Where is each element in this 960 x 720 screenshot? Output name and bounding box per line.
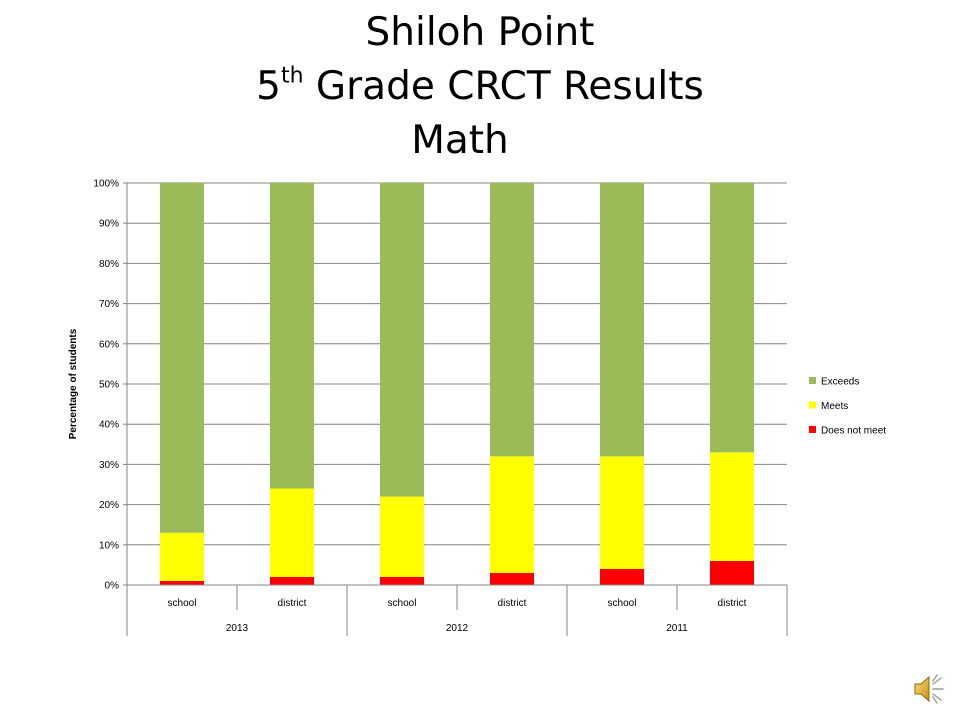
x-group-label: 2013 bbox=[226, 623, 249, 634]
x-category-label: school bbox=[608, 598, 637, 609]
y-tick-label: 100% bbox=[93, 179, 119, 190]
x-group-label: 2011 bbox=[666, 623, 688, 634]
title-line-1: Shiloh Point bbox=[365, 10, 595, 55]
y-tick-label: 40% bbox=[99, 420, 119, 431]
bar-segment bbox=[490, 572, 534, 585]
bar-segment bbox=[710, 452, 754, 561]
legend-label: Exceeds bbox=[821, 377, 859, 388]
x-category-label: district bbox=[278, 598, 307, 609]
bar-segment bbox=[270, 488, 314, 577]
title-line-2: 5th Grade CRCT Results bbox=[0, 60, 960, 114]
bar-segment bbox=[600, 456, 644, 569]
bar-segment bbox=[490, 456, 534, 573]
bar-segment bbox=[380, 183, 424, 497]
axes: 0% 10% 20% 30% 40% 50% 60% 70% 80% 90% 100% Percent… bbox=[68, 179, 788, 636]
gridlines bbox=[127, 182, 787, 586]
legend-swatch bbox=[809, 426, 816, 433]
x-category-label: district bbox=[718, 598, 747, 609]
x-category-label: school bbox=[388, 598, 417, 609]
y-tick-label: 90% bbox=[99, 219, 119, 230]
bar-segment bbox=[710, 560, 754, 585]
legend-label: Meets bbox=[821, 401, 848, 412]
y-axis-title: Percentage of students bbox=[68, 328, 79, 439]
y-tick-label: 10% bbox=[99, 540, 119, 551]
bar-segment bbox=[160, 580, 204, 585]
title-grade-suffix: th bbox=[280, 63, 304, 89]
y-tick-label: 60% bbox=[99, 339, 119, 350]
bars bbox=[160, 183, 754, 585]
slide-title: Shiloh Point 5th Grade CRCT Results Math bbox=[0, 6, 960, 168]
legend: Exceeds Meets Does not meet bbox=[809, 377, 886, 437]
bar-segment bbox=[160, 183, 204, 533]
y-tick-label: 0% bbox=[105, 581, 120, 592]
title-grade-text: Grade CRCT Results bbox=[303, 64, 704, 109]
x-category-label: district bbox=[498, 598, 527, 609]
bar-segment bbox=[380, 496, 424, 577]
bar-segment bbox=[600, 183, 644, 457]
x-group-label: 2012 bbox=[446, 623, 469, 634]
y-tick-label: 30% bbox=[99, 460, 119, 471]
legend-swatch bbox=[809, 377, 816, 384]
legend-label: Does not meet bbox=[821, 426, 886, 437]
x-category-label: school bbox=[168, 598, 197, 609]
legend-swatch bbox=[809, 401, 816, 409]
bar-segment bbox=[380, 576, 424, 585]
speaker-icon[interactable] bbox=[912, 672, 946, 706]
y-tick-label: 80% bbox=[99, 259, 119, 270]
y-tick-label: 50% bbox=[99, 380, 119, 391]
bar-segment bbox=[270, 576, 314, 585]
bar-segment bbox=[490, 183, 534, 457]
title-line-3: Math bbox=[411, 118, 509, 163]
bar-segment bbox=[600, 568, 644, 585]
y-tick-label: 20% bbox=[99, 500, 119, 511]
title-grade-number: 5 bbox=[256, 64, 281, 109]
bar-segment bbox=[710, 183, 754, 453]
y-tick-label: 70% bbox=[99, 299, 119, 310]
bar-segment bbox=[270, 183, 314, 489]
bar-segment bbox=[160, 532, 204, 581]
